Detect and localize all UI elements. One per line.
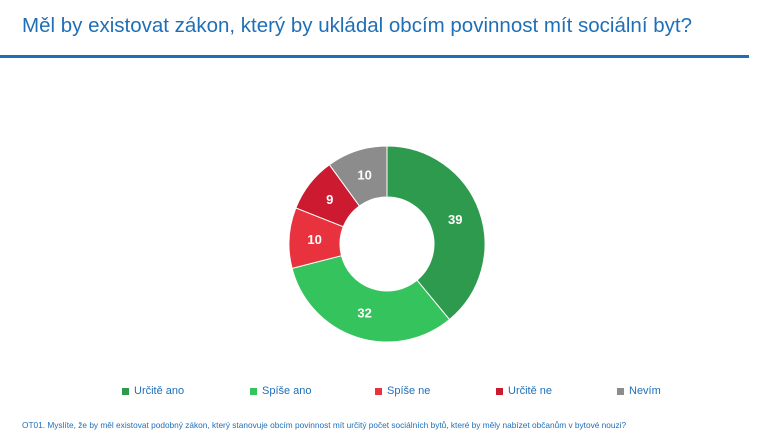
donut-slice: [328, 145, 388, 207]
legend-item: Určitě ne: [496, 385, 552, 397]
legend-swatch: [617, 387, 624, 395]
legend-item: Spíše ano: [250, 385, 312, 397]
chart-legend: Určitě ano Spíše ano Spíše ne Určitě ne …: [0, 385, 768, 401]
legend-label: Spíše ne: [387, 385, 431, 397]
legend-label: Určitě ne: [508, 385, 553, 397]
donut-slice: [291, 255, 451, 343]
legend-swatch: [122, 387, 129, 395]
donut-slices: [288, 145, 486, 343]
slice-value-label: 10: [357, 168, 371, 183]
legend-item: Nevím: [617, 385, 661, 397]
legend-item: Určitě ano: [122, 385, 184, 397]
legend-swatch: [375, 387, 382, 395]
legend-item: Spíše ne: [375, 385, 430, 397]
slice-value-label: 32: [357, 305, 371, 320]
slice-value-label: 9: [326, 192, 333, 207]
legend-swatch: [496, 387, 503, 395]
title-divider: [0, 55, 749, 58]
legend-swatch: [250, 387, 257, 395]
donut-data-labels: 39 32 10 9 10: [307, 168, 462, 321]
slice-value-label: 39: [448, 212, 462, 227]
question-footnote: OT01. Myslíte, že by měl existovat podob…: [22, 420, 627, 430]
slice-value-label: 10: [307, 232, 321, 247]
slide-title: Měl by existovat zákon, který by ukládal…: [22, 14, 692, 37]
donut-slice: [386, 145, 486, 321]
legend-label: Nevím: [629, 385, 661, 397]
legend-label: Spíše ano: [262, 385, 312, 397]
legend-label: Určitě ano: [134, 385, 185, 397]
